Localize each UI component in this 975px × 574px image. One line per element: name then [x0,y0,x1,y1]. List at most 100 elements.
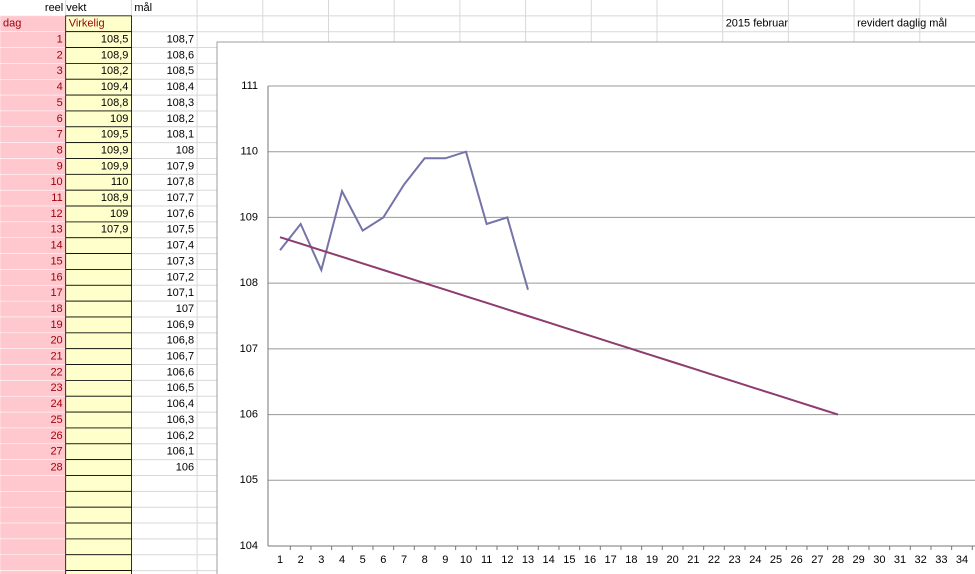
header-cell: mål [134,2,152,14]
cell[interactable] [65,522,132,540]
goal-cell: 107,9 [167,160,195,172]
x-tick-label: 18 [625,554,637,566]
cell[interactable] [0,522,66,540]
actual-cell: 109,9 [101,144,129,156]
goal-cell: 107,7 [167,192,195,204]
header-cell: reel vekt [45,2,87,14]
x-tick-label: 31 [894,554,906,566]
y-tick-label: 105 [240,474,258,486]
goal-cell: 107,1 [167,287,195,299]
x-tick-label: 4 [339,554,345,566]
day-cell: 21 [50,351,62,363]
goal-cell: 106,1 [167,446,195,458]
y-tick-label: 109 [240,211,258,223]
cell[interactable] [65,490,132,508]
goal-cell: 108,2 [167,113,195,125]
cell[interactable] [65,253,132,270]
x-tick-label: 5 [360,554,366,566]
x-tick-label: 14 [543,554,555,566]
day-cell: 20 [50,335,62,347]
header-cell: 2015 februar [726,18,789,30]
day-cell: 8 [57,144,63,156]
goal-cell: 107 [176,303,194,315]
y-tick-label: 111 [241,80,258,92]
x-tick-label: 17 [605,554,617,566]
cell[interactable] [65,332,132,350]
cell[interactable] [0,570,66,574]
cell[interactable] [65,348,132,365]
cell[interactable] [65,459,132,476]
cell[interactable] [65,269,132,286]
day-cell: 14 [50,240,62,252]
actual-cell: 107,9 [101,224,129,236]
cell[interactable] [65,300,132,318]
actual-cell: 109 [110,208,128,220]
x-tick-label: 12 [501,554,513,566]
header-cell: dag [3,18,21,30]
day-cell: 24 [50,398,62,410]
cell[interactable] [65,411,132,429]
x-tick-label: 15 [563,554,575,566]
day-cell: 5 [57,97,63,109]
cell[interactable] [65,554,132,572]
goal-cell: 108,4 [167,81,195,93]
cell[interactable] [65,284,132,302]
cell[interactable] [65,395,132,413]
actual-cell: 110 [111,176,129,188]
cell[interactable] [65,570,132,574]
day-cell: 3 [57,65,63,77]
chart-area [216,41,975,574]
day-cell: 25 [50,414,62,426]
x-tick-label: 19 [646,554,658,566]
cell[interactable] [65,364,132,381]
day-cell: 7 [57,129,63,141]
goal-cell: 106 [176,461,194,473]
goal-cell: 106,8 [167,335,195,347]
x-tick-label: 10 [460,554,472,566]
header-cell: revidert daglig mål [857,18,947,30]
day-cell: 26 [50,430,62,442]
series-line [279,236,839,416]
cell[interactable] [0,554,66,571]
day-cell: 2 [57,49,63,61]
goal-cell: 107,2 [167,271,195,283]
goal-cell: 106,2 [167,430,195,442]
x-tick-label: 9 [442,554,448,566]
cell[interactable] [0,506,66,524]
actual-cell: 108,8 [101,97,129,109]
x-tick-label: 20 [667,554,679,566]
day-cell: 15 [50,255,62,267]
cell[interactable] [0,491,66,508]
y-tick-label: 107 [240,343,258,355]
day-cell: 19 [50,319,62,331]
cell[interactable] [65,443,132,461]
x-tick-label: 21 [687,554,699,566]
cell[interactable] [0,538,66,556]
goal-cell: 107,8 [167,176,195,188]
cell[interactable] [65,427,132,445]
cell[interactable] [65,475,132,492]
y-tick-label: 106 [240,408,258,420]
day-cell: 22 [50,366,62,378]
day-cell: 17 [50,287,62,299]
x-tick-label: 13 [522,554,534,566]
day-cell: 16 [50,271,62,283]
day-cell: 10 [50,176,62,188]
cell[interactable] [65,316,132,334]
cell[interactable] [65,506,132,524]
cell[interactable] [65,538,132,556]
goal-cell: 108,6 [167,49,195,61]
cell[interactable] [65,237,132,255]
actual-cell: 109,5 [101,129,129,141]
cell[interactable] [65,379,132,397]
cell[interactable] [0,475,66,492]
x-tick-label: 25 [770,554,782,566]
goal-cell: 107,6 [167,208,195,220]
x-tick-label: 1 [277,554,283,566]
goal-cell: 108,7 [167,34,195,46]
goal-cell: 106,6 [167,366,195,378]
actual-cell: 108,5 [101,34,129,46]
day-cell: 6 [57,113,63,125]
goal-cell: 106,4 [167,398,195,410]
